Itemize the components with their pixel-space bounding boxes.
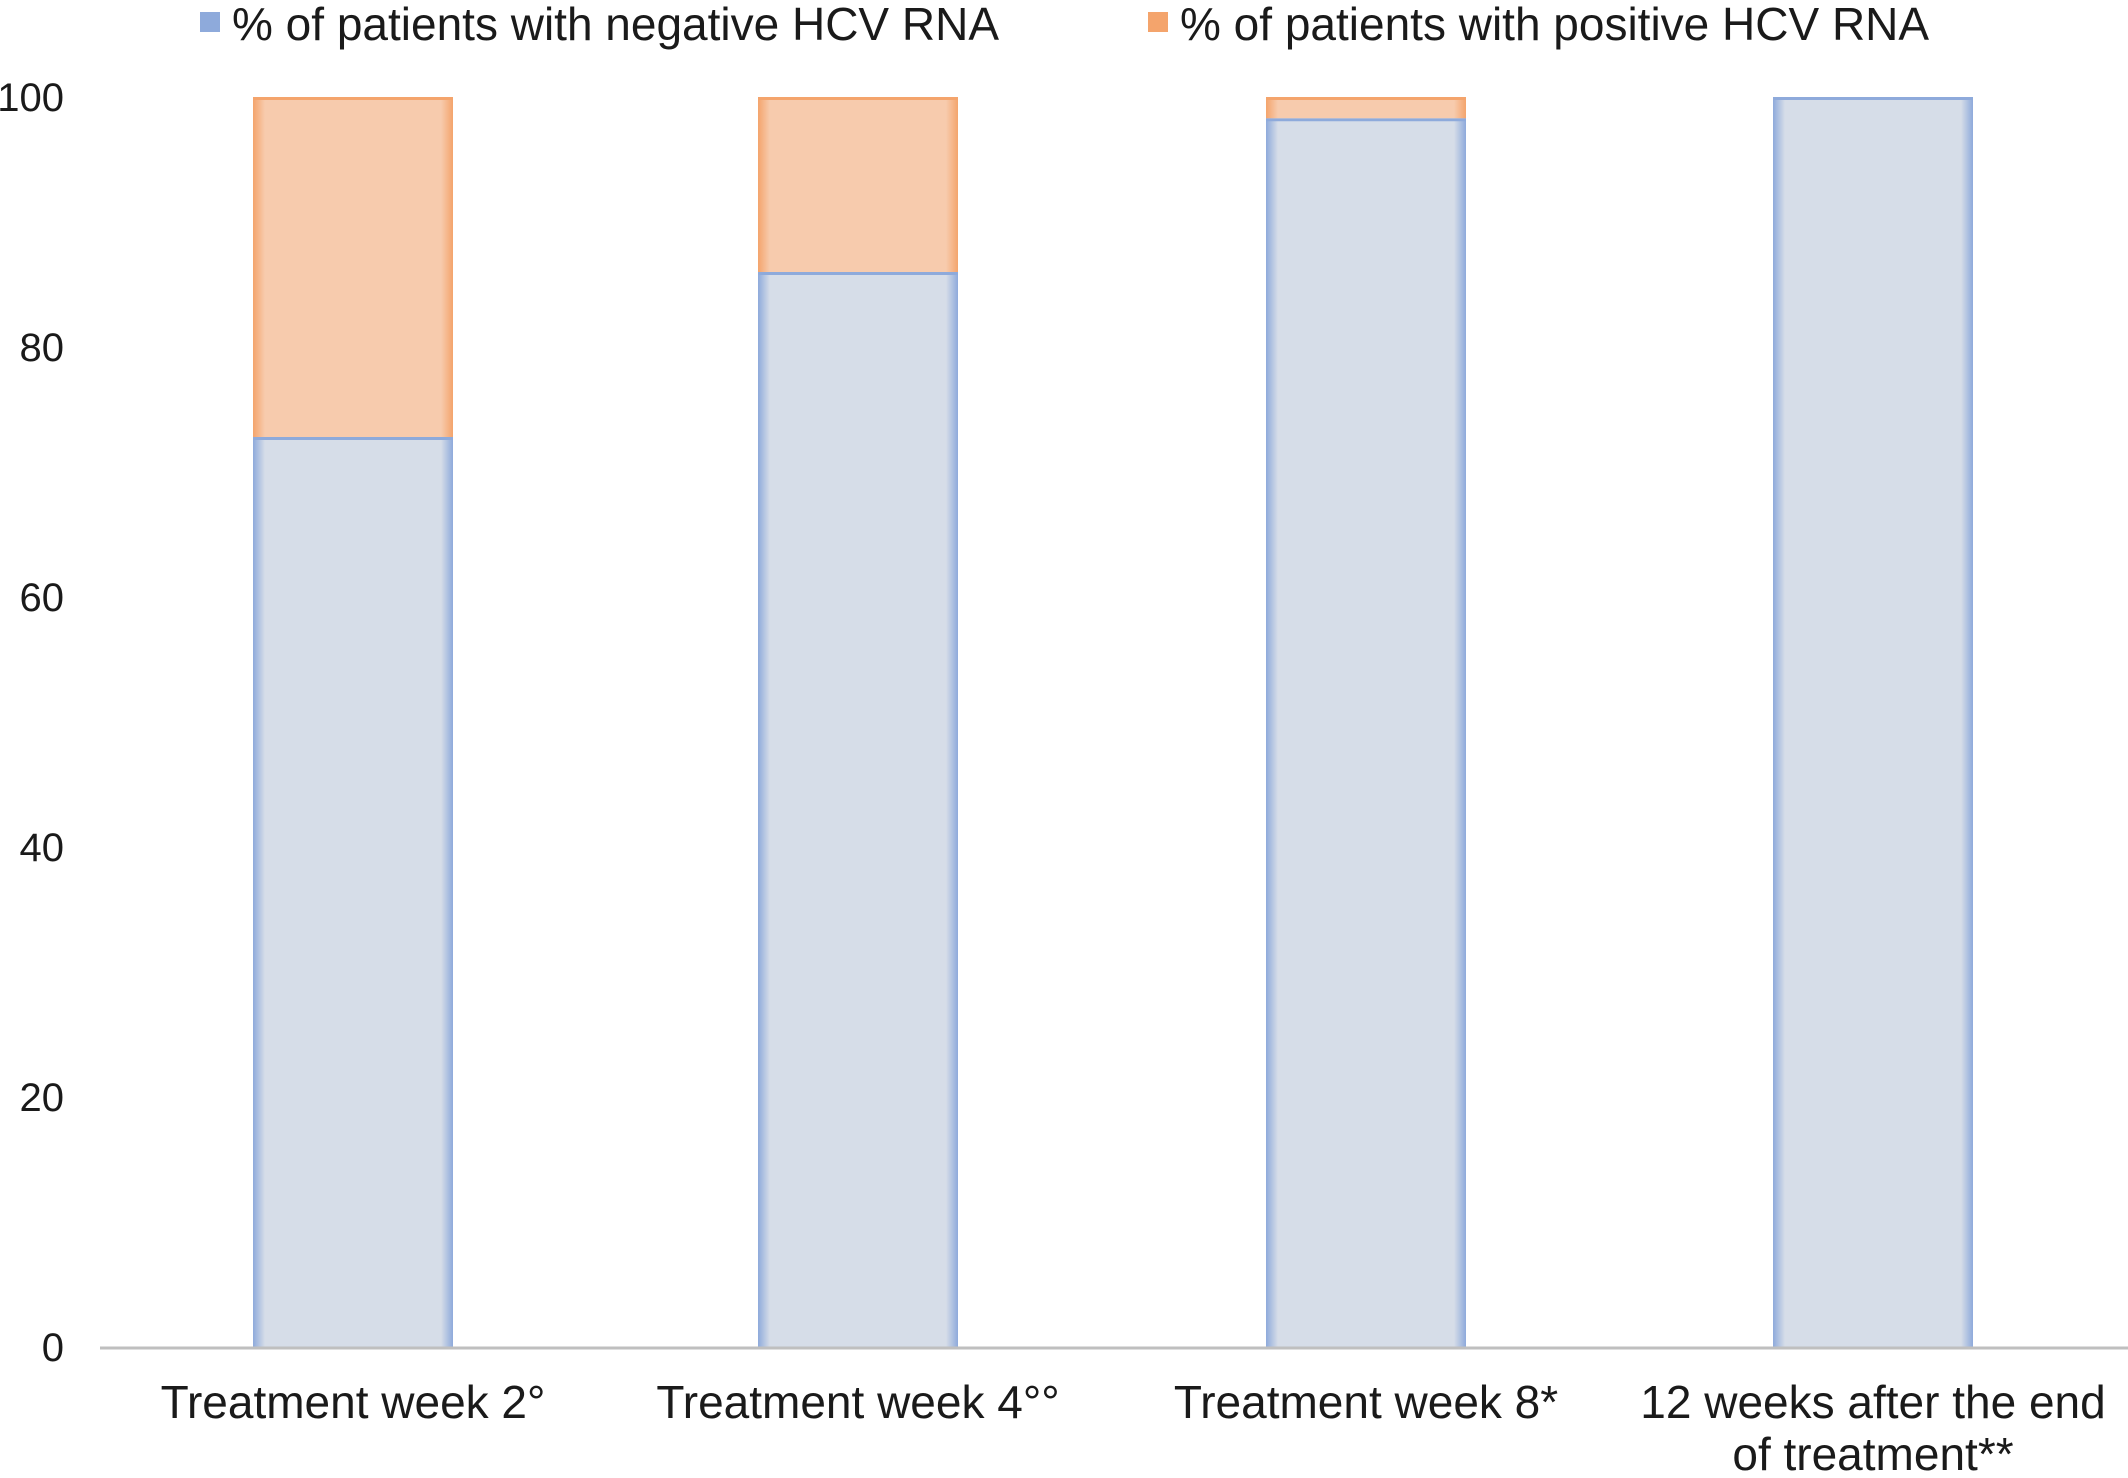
y-axis: 0 20 40 60 80 100 <box>0 76 64 1370</box>
bar-segment-1-0 <box>758 272 958 1347</box>
bar-segment-3-0 <box>1773 97 1973 1347</box>
y-tick-label-20: 20 <box>20 1076 65 1120</box>
bar-fill <box>758 272 958 1347</box>
x-category-label-line: of treatment** <box>1732 1428 2013 1478</box>
legend-label-0: % of patients with negative HCV RNA <box>232 0 999 50</box>
y-tick-label-80: 80 <box>20 326 65 370</box>
bar-fill <box>253 97 453 437</box>
chart-legend: % of patients with negative HCV RNA % of … <box>200 0 1929 50</box>
bar-fill <box>1773 97 1973 1347</box>
x-category-label-3: 12 weeks after the end of treatment** <box>1640 1376 2105 1478</box>
bar-segment-2-0 <box>1266 118 1466 1347</box>
x-category-label-line: Treatment week 4°° <box>656 1376 1059 1428</box>
bar-segment-1-1 <box>758 97 958 272</box>
bar-segment-0-1 <box>253 97 453 437</box>
y-tick-label-0: 0 <box>42 1326 64 1370</box>
x-category-label-0: Treatment week 2° <box>161 1376 546 1428</box>
bars-group <box>253 97 1973 1347</box>
bar-fill <box>253 437 453 1347</box>
y-tick-label-60: 60 <box>20 576 65 620</box>
bar-segment-0-0 <box>253 437 453 1347</box>
x-category-label-2: Treatment week 8* <box>1174 1376 1558 1428</box>
x-category-label-line: Treatment week 2° <box>161 1376 546 1428</box>
legend-swatch-0 <box>200 12 220 32</box>
x-category-label-1: Treatment week 4°° <box>656 1376 1059 1428</box>
bar-segment-2-1 <box>1266 97 1466 119</box>
x-axis-labels: Treatment week 2° Treatment week 4°° Treat… <box>161 1376 2106 1478</box>
y-tick-label-100: 100 <box>0 76 64 120</box>
bar-fill <box>758 97 958 272</box>
x-category-label-line: 12 weeks after the end <box>1640 1376 2105 1428</box>
bar-fill <box>1266 97 1466 119</box>
x-category-label-line: Treatment week 8* <box>1174 1376 1558 1428</box>
bar-fill <box>1266 118 1466 1347</box>
legend-swatch-1 <box>1148 12 1168 32</box>
y-tick-label-40: 40 <box>20 826 65 870</box>
legend-label-1: % of patients with positive HCV RNA <box>1180 0 1929 50</box>
